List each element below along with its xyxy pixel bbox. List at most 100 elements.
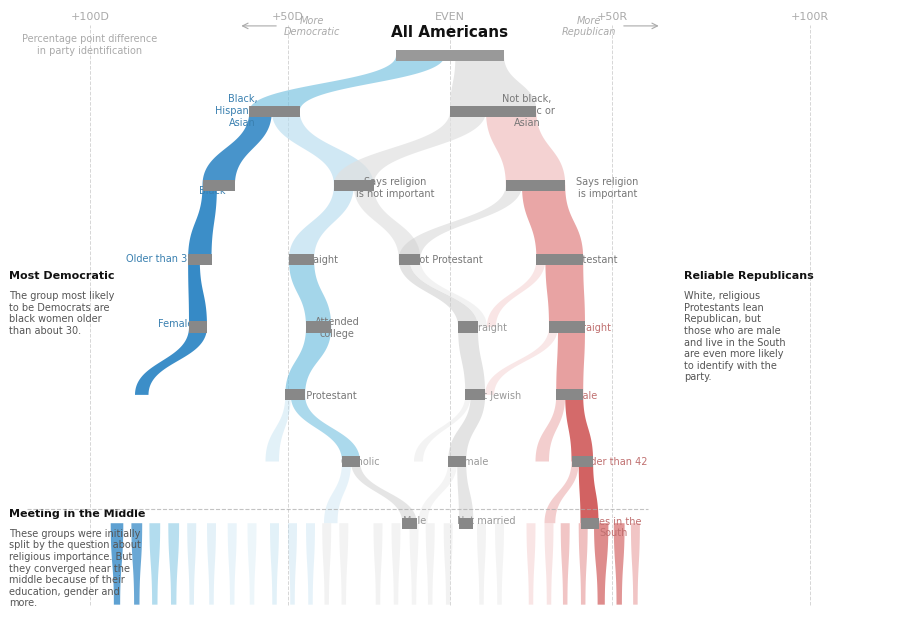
Text: Says religion
is important: Says religion is important xyxy=(576,177,638,199)
Polygon shape xyxy=(289,185,354,259)
Polygon shape xyxy=(272,111,374,185)
Polygon shape xyxy=(565,395,593,462)
Polygon shape xyxy=(168,523,179,605)
Polygon shape xyxy=(334,111,486,185)
Polygon shape xyxy=(399,259,478,327)
Text: Female: Female xyxy=(158,319,194,329)
Polygon shape xyxy=(579,523,588,605)
Polygon shape xyxy=(572,456,593,467)
Polygon shape xyxy=(418,462,457,523)
Polygon shape xyxy=(270,523,279,605)
Polygon shape xyxy=(288,523,297,605)
Polygon shape xyxy=(594,523,608,605)
Text: +100D: +100D xyxy=(70,12,110,22)
Polygon shape xyxy=(444,523,453,605)
Polygon shape xyxy=(522,185,583,259)
Polygon shape xyxy=(399,185,522,259)
Polygon shape xyxy=(392,523,400,605)
Polygon shape xyxy=(334,180,373,191)
Text: Female: Female xyxy=(453,457,488,466)
Polygon shape xyxy=(189,321,207,333)
Polygon shape xyxy=(556,327,585,395)
Polygon shape xyxy=(399,254,420,265)
Text: Not black,
Hispanic or
Asian: Not black, Hispanic or Asian xyxy=(500,94,554,128)
Polygon shape xyxy=(402,518,417,529)
Polygon shape xyxy=(458,327,485,395)
Polygon shape xyxy=(322,523,331,605)
Text: Male: Male xyxy=(574,391,598,401)
Text: Not Jewish: Not Jewish xyxy=(470,391,521,401)
Polygon shape xyxy=(266,395,291,462)
Polygon shape xyxy=(249,106,300,117)
Text: Older than 42: Older than 42 xyxy=(580,457,648,466)
Polygon shape xyxy=(450,56,536,111)
Text: Not Protestant: Not Protestant xyxy=(412,255,483,265)
Text: Catholic: Catholic xyxy=(340,457,380,466)
Text: Straight: Straight xyxy=(300,255,338,265)
Polygon shape xyxy=(149,523,160,605)
Polygon shape xyxy=(544,462,579,523)
Text: Lives in the
South: Lives in the South xyxy=(585,516,642,539)
Polygon shape xyxy=(614,523,625,605)
Text: Male: Male xyxy=(403,516,427,526)
Polygon shape xyxy=(410,259,487,327)
Polygon shape xyxy=(459,518,473,529)
Polygon shape xyxy=(536,395,565,462)
Polygon shape xyxy=(556,389,583,400)
Polygon shape xyxy=(285,389,305,400)
Polygon shape xyxy=(249,56,445,111)
Polygon shape xyxy=(291,395,360,462)
Polygon shape xyxy=(324,462,351,523)
Polygon shape xyxy=(202,111,272,185)
Text: Not married: Not married xyxy=(457,516,516,526)
Polygon shape xyxy=(545,259,585,327)
Polygon shape xyxy=(450,106,536,117)
Text: Attended
college: Attended college xyxy=(315,317,360,339)
Polygon shape xyxy=(526,523,536,605)
Polygon shape xyxy=(477,523,486,605)
Polygon shape xyxy=(289,259,331,327)
Polygon shape xyxy=(306,523,315,605)
Polygon shape xyxy=(396,50,504,61)
Polygon shape xyxy=(495,523,504,605)
Polygon shape xyxy=(465,389,485,400)
Text: Most Democratic: Most Democratic xyxy=(9,271,114,281)
Polygon shape xyxy=(188,259,207,327)
Text: EVEN: EVEN xyxy=(435,12,465,22)
Text: Reliable Republicans: Reliable Republicans xyxy=(684,271,814,281)
Text: White, religious
Protestants lean
Republican, but
those who are male
and live in: White, religious Protestants lean Republ… xyxy=(684,291,786,383)
Polygon shape xyxy=(580,518,598,529)
Polygon shape xyxy=(339,523,348,605)
Polygon shape xyxy=(448,456,466,467)
Polygon shape xyxy=(354,185,420,259)
Polygon shape xyxy=(135,327,207,395)
Text: Says religion
is not important: Says religion is not important xyxy=(356,177,434,199)
Polygon shape xyxy=(487,259,545,327)
Text: Not Protestant: Not Protestant xyxy=(286,391,357,401)
Text: More
Democratic: More Democratic xyxy=(284,15,340,38)
Text: +50R: +50R xyxy=(597,12,627,22)
Polygon shape xyxy=(414,395,471,462)
Polygon shape xyxy=(410,523,418,605)
Text: +50D: +50D xyxy=(272,12,304,22)
Polygon shape xyxy=(188,185,217,259)
Polygon shape xyxy=(458,321,478,333)
Polygon shape xyxy=(248,523,256,605)
Polygon shape xyxy=(448,395,485,462)
Text: More
Republican: More Republican xyxy=(562,15,616,38)
Polygon shape xyxy=(351,462,417,523)
Polygon shape xyxy=(561,523,570,605)
Text: These groups were initially
split by the question about
religious importance. Bu: These groups were initially split by the… xyxy=(9,529,141,608)
Polygon shape xyxy=(228,523,237,605)
Polygon shape xyxy=(457,462,473,523)
Polygon shape xyxy=(631,523,640,605)
Polygon shape xyxy=(187,523,196,605)
Polygon shape xyxy=(207,523,216,605)
Polygon shape xyxy=(486,111,565,185)
Polygon shape xyxy=(285,327,331,395)
Polygon shape xyxy=(131,523,142,605)
Text: Protestant: Protestant xyxy=(567,255,617,265)
Text: All Americans: All Americans xyxy=(392,25,508,40)
Polygon shape xyxy=(426,523,435,605)
Polygon shape xyxy=(306,321,331,333)
